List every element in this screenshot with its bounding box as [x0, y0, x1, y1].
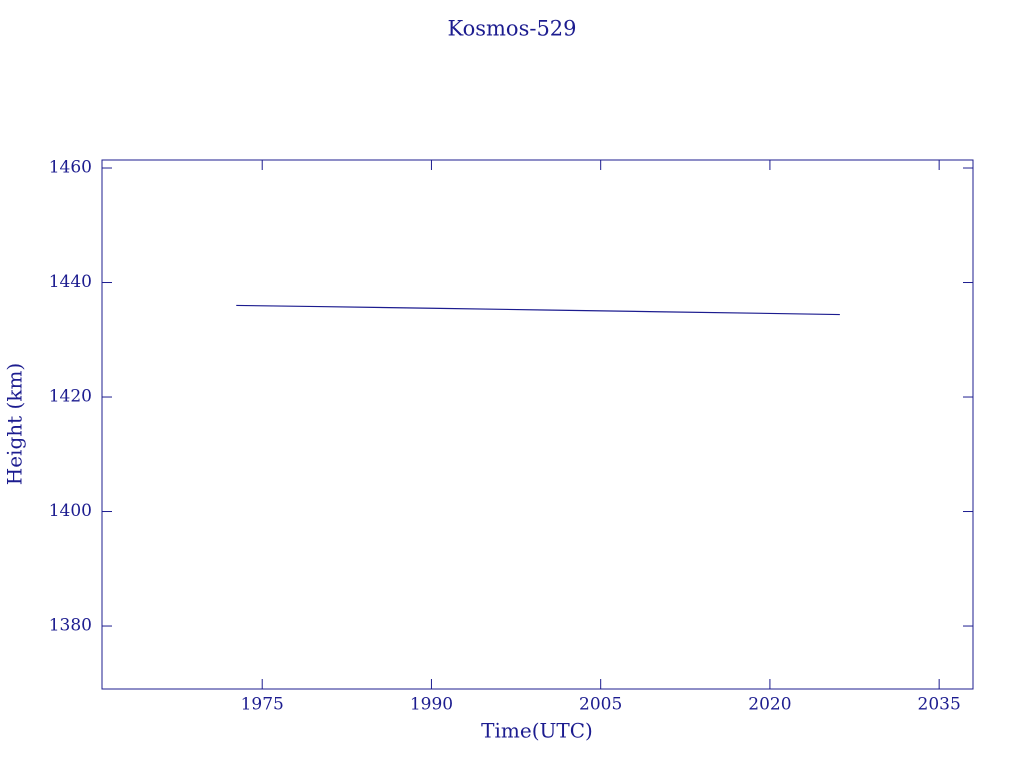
- y-tick-label: 1460: [49, 158, 92, 178]
- y-tick-label: 1440: [49, 272, 92, 292]
- x-tick-label: 2005: [579, 695, 622, 715]
- x-tick-label: 1975: [241, 695, 284, 715]
- x-tick-label: 1990: [410, 695, 453, 715]
- y-tick-label: 1420: [49, 387, 92, 407]
- x-tick-label: 2020: [748, 695, 791, 715]
- x-tick-label: 2035: [918, 695, 961, 715]
- chart-title: Kosmos-529: [447, 17, 576, 41]
- y-tick-label: 1380: [49, 616, 92, 636]
- y-axis-label: Height (km): [3, 363, 27, 485]
- y-tick-label: 1400: [49, 501, 92, 521]
- x-axis-label: Time(UTC): [481, 719, 593, 743]
- plot-frame: [101, 159, 974, 690]
- data-line: [236, 304, 840, 316]
